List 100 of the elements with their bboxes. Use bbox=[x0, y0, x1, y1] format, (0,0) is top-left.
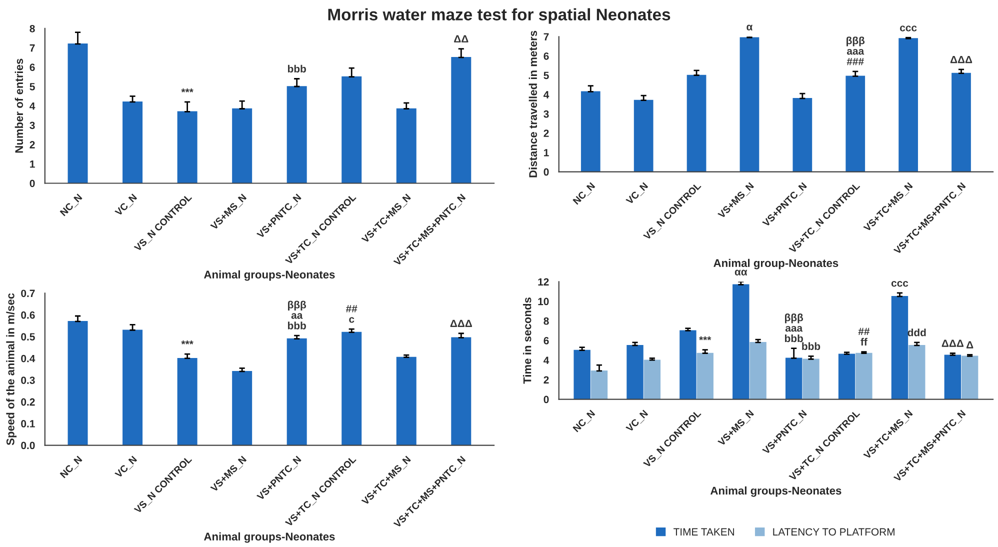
bar bbox=[286, 338, 307, 446]
bar bbox=[396, 356, 416, 446]
y-tick-label: 2 bbox=[544, 376, 549, 384]
annotation: ## ff bbox=[858, 328, 870, 346]
x-axis-title: Animal groups-Neonates bbox=[710, 486, 842, 497]
bar bbox=[740, 37, 760, 172]
annotation: *** bbox=[181, 88, 194, 92]
bar bbox=[644, 360, 661, 400]
x-axis-title: Animal groups-Neonates bbox=[204, 532, 335, 543]
y-tick-label: 7 bbox=[30, 44, 35, 52]
annotation: ΔΔΔ bbox=[942, 340, 964, 347]
bar bbox=[626, 344, 644, 400]
annotation: bbb bbox=[288, 64, 306, 73]
annotation: ccc bbox=[891, 281, 908, 287]
y-tick-label: 5 bbox=[544, 72, 549, 80]
y-tick-label: 6 bbox=[30, 64, 35, 72]
annotation: ΔΔ bbox=[454, 35, 468, 42]
annotation: *** bbox=[181, 340, 194, 344]
bar bbox=[451, 57, 472, 184]
y-tick-label: 12 bbox=[538, 278, 549, 286]
annotation: ΔΔΔ bbox=[950, 56, 972, 64]
bar bbox=[680, 330, 696, 400]
bar bbox=[908, 344, 926, 400]
bar bbox=[944, 354, 962, 400]
y-tick-label: 8 bbox=[544, 317, 549, 325]
y-tick-label: 4 bbox=[544, 356, 550, 364]
annotation: Δ bbox=[966, 341, 974, 348]
bar bbox=[68, 321, 88, 446]
bar bbox=[68, 44, 88, 184]
bar bbox=[856, 352, 872, 400]
bar bbox=[846, 76, 866, 172]
y-tick-label: 1 bbox=[544, 149, 549, 156]
y-tick-label: 2 bbox=[30, 141, 35, 148]
bar bbox=[898, 38, 918, 172]
x-axis-title: Animal groups-Neonates bbox=[204, 270, 335, 281]
annotation: ## c bbox=[346, 305, 358, 323]
bar bbox=[122, 102, 143, 184]
bar bbox=[838, 354, 856, 400]
bar bbox=[686, 74, 706, 172]
y-tick-label: 0 bbox=[30, 180, 35, 188]
bar bbox=[952, 72, 971, 172]
annotation: αα bbox=[734, 270, 748, 276]
bar bbox=[342, 76, 362, 184]
bar bbox=[396, 108, 416, 184]
y-tick-label: 2 bbox=[544, 130, 549, 137]
bar bbox=[232, 370, 252, 446]
annotation: ccc bbox=[900, 26, 917, 32]
bar bbox=[286, 86, 307, 184]
y-tick-label: 0.1 bbox=[21, 420, 35, 428]
bar bbox=[177, 358, 198, 446]
y-tick-label: 0.4 bbox=[21, 354, 36, 362]
chart-title: Morris water maze test for spatial Neonates bbox=[328, 8, 670, 24]
bar bbox=[732, 284, 750, 400]
x-axis-title: Animal group-Neonates bbox=[714, 258, 838, 270]
y-tick-label: 1 bbox=[30, 160, 35, 168]
annotation: βββ aaa ### bbox=[846, 36, 865, 66]
bar bbox=[342, 332, 362, 446]
annotation: bbb bbox=[802, 342, 820, 350]
y-axis-title: Speed of the animal in m/sec bbox=[6, 293, 17, 446]
y-axis-title: Distance travelled in meters bbox=[528, 30, 537, 178]
bar bbox=[750, 342, 766, 400]
y-tick-label: 0.0 bbox=[21, 442, 35, 450]
bar bbox=[451, 337, 472, 446]
y-tick-label: 3 bbox=[30, 122, 35, 130]
annotation: *** bbox=[699, 336, 712, 340]
bar bbox=[802, 358, 820, 400]
y-tick-label: 6 bbox=[544, 337, 549, 344]
bar bbox=[785, 358, 802, 400]
annotation: βββ aa bbb bbox=[288, 300, 306, 330]
y-tick-label: 4 bbox=[30, 102, 36, 110]
bar bbox=[177, 111, 198, 184]
y-tick-label: 7 bbox=[544, 33, 549, 40]
bar bbox=[590, 370, 608, 400]
y-axis-title: Number of entries bbox=[14, 58, 24, 153]
y-tick-label: 10 bbox=[538, 298, 549, 306]
legend-label: TIME TAKEN bbox=[674, 528, 734, 536]
y-tick-label: 6 bbox=[544, 52, 549, 60]
y-tick-label: 0.7 bbox=[21, 290, 35, 298]
y-tick-label: 3 bbox=[544, 110, 549, 118]
y-tick-label: 0 bbox=[544, 168, 549, 176]
bar bbox=[122, 330, 143, 446]
y-tick-label: 0 bbox=[544, 396, 549, 404]
y-tick-label: 0.3 bbox=[21, 376, 35, 384]
bar bbox=[232, 108, 252, 184]
y-tick-label: 5 bbox=[30, 83, 35, 90]
y-tick-label: 0.2 bbox=[21, 398, 35, 406]
legend-label: LATENCY TO PLATFORM bbox=[773, 528, 894, 536]
y-tick-label: 4 bbox=[544, 91, 550, 98]
y-tick-label: 0.6 bbox=[21, 311, 35, 319]
y-tick-label: 8 bbox=[30, 24, 35, 32]
bar bbox=[574, 350, 590, 400]
bar bbox=[580, 91, 600, 172]
bar bbox=[961, 356, 978, 400]
bar bbox=[696, 352, 714, 400]
bar bbox=[792, 98, 812, 172]
y-axis-title: Time in seconds bbox=[523, 298, 532, 384]
y-tick-label: 0.5 bbox=[21, 333, 35, 341]
annotation: α bbox=[746, 24, 753, 30]
annotation: ΔΔΔ bbox=[450, 320, 472, 328]
bar bbox=[634, 100, 654, 172]
